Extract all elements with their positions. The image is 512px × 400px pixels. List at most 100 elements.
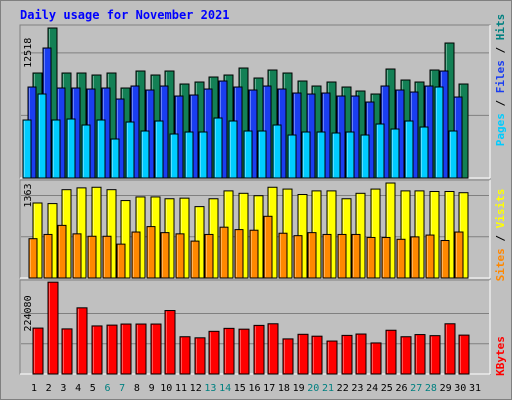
bar-sites-21 bbox=[322, 233, 332, 279]
bar-kbytes-10 bbox=[164, 310, 176, 375]
bar-kbytes-8 bbox=[135, 323, 147, 375]
x-tick-label-12: 12 bbox=[190, 383, 202, 394]
x-tick-label-10: 10 bbox=[160, 383, 172, 394]
y-max-label: 224080 bbox=[23, 295, 34, 331]
y-max-label: 12518 bbox=[23, 38, 34, 68]
bar-pages-20 bbox=[301, 131, 311, 179]
bar-kbytes-20 bbox=[311, 335, 323, 375]
bar-kbytes-28 bbox=[429, 335, 441, 375]
x-tick-label-20: 20 bbox=[307, 383, 319, 394]
bar-kbytes-4 bbox=[76, 307, 88, 375]
bar-kbytes-5 bbox=[91, 325, 103, 375]
bar-pages-13 bbox=[198, 131, 208, 179]
chart-title: Daily usage for November 2021 bbox=[20, 8, 230, 22]
bar-kbytes-27 bbox=[414, 334, 426, 375]
legend-entry-files: Files bbox=[494, 60, 507, 93]
bar-pages-3 bbox=[51, 119, 61, 179]
legend-entry-visits: Visits bbox=[494, 189, 507, 229]
bar-sites-6 bbox=[102, 235, 112, 279]
bar-pages-23 bbox=[345, 131, 355, 179]
x-tick-label-26: 26 bbox=[395, 383, 407, 394]
x-tick-label-24: 24 bbox=[366, 383, 378, 394]
bar-kbytes-7 bbox=[120, 323, 132, 375]
legend-top: Pages / Files / Hits bbox=[494, 14, 507, 147]
bar-pages-17 bbox=[257, 130, 267, 179]
bar-kbytes-21 bbox=[326, 340, 338, 375]
x-tick-label-29: 29 bbox=[440, 383, 452, 394]
x-tick-label-23: 23 bbox=[351, 383, 363, 394]
x-tick-label-25: 25 bbox=[381, 383, 393, 394]
bar-pages-28 bbox=[419, 126, 429, 179]
x-tick-label-17: 17 bbox=[263, 383, 275, 394]
x-tick-label-28: 28 bbox=[425, 383, 437, 394]
bar-kbytes-22 bbox=[341, 334, 353, 375]
bar-sites-30 bbox=[454, 231, 464, 279]
bar-pages-10 bbox=[154, 120, 164, 179]
bar-kbytes-30 bbox=[458, 334, 470, 375]
bar-kbytes-18 bbox=[282, 338, 294, 375]
bar-sites-23 bbox=[351, 233, 361, 279]
x-tick-label-16: 16 bbox=[248, 383, 260, 394]
bar-sites-20 bbox=[307, 232, 317, 279]
legend-separator: / bbox=[494, 228, 507, 248]
bar-pages-27 bbox=[404, 120, 414, 179]
bar-pages-9 bbox=[140, 130, 150, 179]
bar-kbytes-13 bbox=[208, 330, 220, 375]
x-tick-label-14: 14 bbox=[219, 383, 231, 394]
bar-pages-2 bbox=[37, 93, 47, 179]
bar-sites-9 bbox=[146, 226, 156, 279]
bar-pages-19 bbox=[287, 134, 297, 179]
legend-entry-pages: Pages bbox=[494, 113, 507, 146]
x-tick-label-27: 27 bbox=[410, 383, 422, 394]
x-tick-label-4: 4 bbox=[75, 383, 81, 394]
bar-kbytes-19 bbox=[297, 333, 309, 375]
bar-pages-12 bbox=[184, 131, 194, 179]
bar-kbytes-9 bbox=[150, 323, 162, 375]
bar-kbytes-3 bbox=[61, 328, 73, 375]
bar-kbytes-2 bbox=[47, 281, 59, 375]
bar-sites-14 bbox=[219, 226, 229, 279]
y-max-label: 1363 bbox=[23, 184, 34, 208]
bar-pages-14 bbox=[213, 117, 223, 179]
legend-entry-hits: Hits bbox=[494, 14, 507, 41]
bar-pages-4 bbox=[66, 118, 76, 179]
bar-pages-1 bbox=[22, 119, 32, 179]
x-tick-label-30: 30 bbox=[454, 383, 466, 394]
legend-separator: / bbox=[494, 40, 507, 60]
bar-pages-25 bbox=[375, 123, 385, 179]
bar-sites-3 bbox=[57, 224, 67, 279]
bar-kbytes-25 bbox=[385, 329, 397, 375]
x-tick-label-13: 13 bbox=[204, 383, 216, 394]
x-tick-label-19: 19 bbox=[293, 383, 305, 394]
bar-pages-29 bbox=[434, 86, 444, 179]
legend-entry-sites: Sites bbox=[494, 248, 507, 281]
x-tick-label-21: 21 bbox=[322, 383, 334, 394]
bar-kbytes-1 bbox=[32, 327, 44, 375]
x-tick-label-2: 2 bbox=[46, 383, 52, 394]
x-tick-label-8: 8 bbox=[134, 383, 140, 394]
bar-kbytes-6 bbox=[106, 324, 118, 375]
bar-sites-28 bbox=[425, 234, 435, 279]
bar-sites-22 bbox=[337, 233, 347, 279]
x-tick-label-3: 3 bbox=[60, 383, 66, 394]
bar-kbytes-29 bbox=[444, 323, 456, 375]
x-tick-label-11: 11 bbox=[175, 383, 187, 394]
bar-pages-8 bbox=[125, 121, 135, 179]
bar-sites-7 bbox=[116, 243, 126, 279]
bar-kbytes-24 bbox=[370, 342, 382, 375]
bar-sites-2 bbox=[43, 233, 53, 279]
bar-sites-24 bbox=[366, 236, 376, 279]
bar-kbytes-26 bbox=[400, 336, 412, 375]
legend-entry-kbytes: KBytes bbox=[494, 336, 507, 376]
legend-bottom: KBytes bbox=[494, 336, 507, 376]
x-tick-label-7: 7 bbox=[119, 383, 125, 394]
bar-pages-5 bbox=[81, 124, 91, 179]
bar-kbytes-14 bbox=[223, 327, 235, 375]
x-tick-label-5: 5 bbox=[90, 383, 96, 394]
bar-sites-11 bbox=[175, 233, 185, 279]
bar-sites-26 bbox=[396, 238, 406, 279]
bar-kbytes-12 bbox=[194, 337, 206, 375]
bar-sites-27 bbox=[410, 236, 420, 279]
bar-pages-30 bbox=[448, 130, 458, 179]
